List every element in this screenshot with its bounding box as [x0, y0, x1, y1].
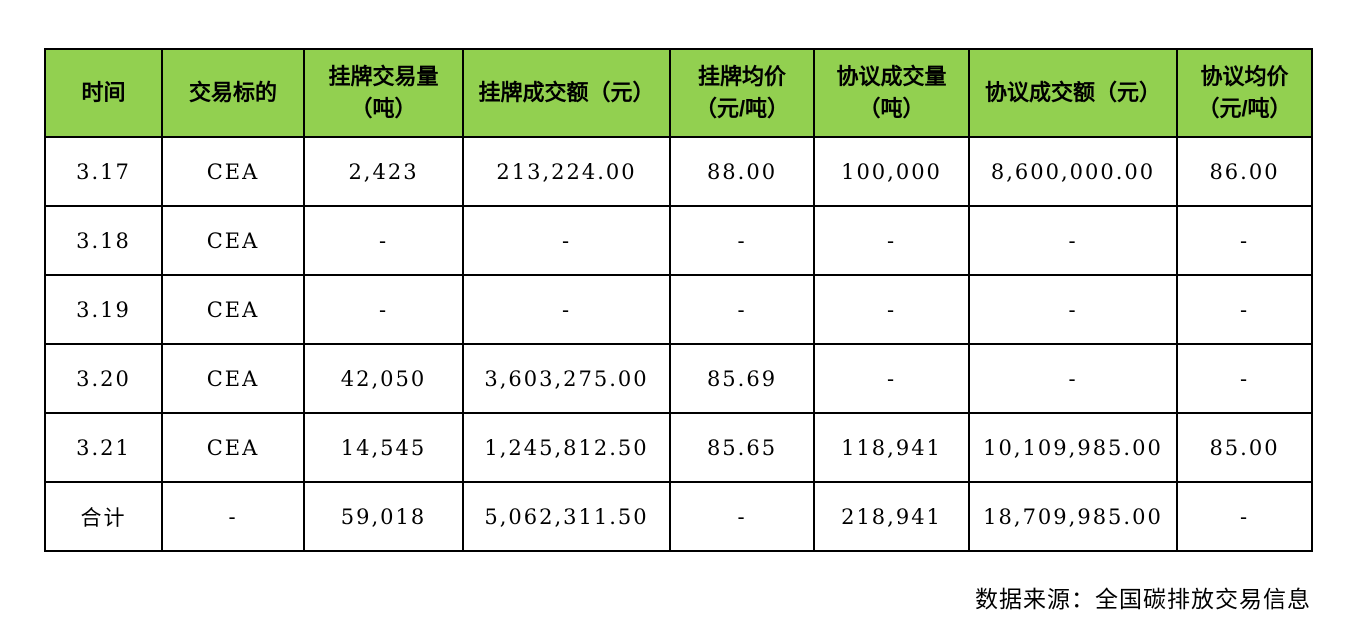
header-row: 时间 交易标的 挂牌交易量 （吨） 挂牌成交额（元） 挂牌均价 （元/吨） 协议…	[44, 48, 1313, 138]
cell-listed-volume: -	[303, 205, 464, 276]
cell-listed-amount: -	[462, 274, 671, 345]
cell-agreement-volume: -	[813, 205, 970, 276]
cell-subject: CEA	[161, 205, 305, 276]
cell-listed-amount: 213,224.00	[462, 136, 671, 207]
cell-agreement-avg-price: -	[1176, 274, 1313, 345]
cell-time: 3.21	[44, 412, 163, 483]
cell-listed-volume: 42,050	[303, 343, 464, 414]
cell-listed-avg-price: -	[669, 205, 815, 276]
cell-agreement-avg-price: 85.00	[1176, 412, 1313, 483]
cell-agreement-volume: 118,941	[813, 412, 970, 483]
cell-listed-amount: -	[462, 205, 671, 276]
cell-agreement-amount: -	[968, 274, 1178, 345]
header-cell-agreement-avg-price: 协议均价 （元/吨）	[1176, 48, 1313, 138]
header-cell-listed-volume: 挂牌交易量 （吨）	[303, 48, 464, 138]
carbon-trading-table: 时间 交易标的 挂牌交易量 （吨） 挂牌成交额（元） 挂牌均价 （元/吨） 协议…	[44, 48, 1313, 552]
table-row: 3.17 CEA 2,423 213,224.00 88.00 100,000 …	[44, 136, 1313, 207]
table-row: 3.19 CEA - - - - - -	[44, 274, 1313, 345]
cell-agreement-volume: -	[813, 343, 970, 414]
cell-agreement-amount: -	[968, 343, 1178, 414]
cell-listed-volume: 59,018	[303, 481, 464, 552]
cell-subject: CEA	[161, 136, 305, 207]
header-cell-agreement-volume: 协议成交量 （吨）	[813, 48, 970, 138]
cell-time: 合计	[44, 481, 163, 552]
cell-subject: CEA	[161, 412, 305, 483]
table-row-total: 合计 - 59,018 5,062,311.50 - 218,941 18,70…	[44, 481, 1313, 552]
header-cell-trading-subject: 交易标的	[161, 48, 305, 138]
header-cell-listed-avg-price: 挂牌均价 （元/吨）	[669, 48, 815, 138]
cell-agreement-amount: 8,600,000.00	[968, 136, 1178, 207]
table-row: 3.18 CEA - - - - - -	[44, 205, 1313, 276]
table-row: 3.21 CEA 14,545 1,245,812.50 85.65 118,9…	[44, 412, 1313, 483]
cell-agreement-avg-price: -	[1176, 205, 1313, 276]
cell-agreement-volume: 100,000	[813, 136, 970, 207]
cell-agreement-volume: 218,941	[813, 481, 970, 552]
cell-listed-avg-price: 85.65	[669, 412, 815, 483]
cell-agreement-amount: 18,709,985.00	[968, 481, 1178, 552]
cell-time: 3.18	[44, 205, 163, 276]
cell-agreement-avg-price: -	[1176, 481, 1313, 552]
cell-listed-volume: -	[303, 274, 464, 345]
cell-listed-amount: 1,245,812.50	[462, 412, 671, 483]
cell-agreement-avg-price: 86.00	[1176, 136, 1313, 207]
cell-listed-amount: 5,062,311.50	[462, 481, 671, 552]
header-cell-agreement-amount: 协议成交额（元）	[968, 48, 1178, 138]
cell-listed-avg-price: -	[669, 481, 815, 552]
cell-subject: -	[161, 481, 305, 552]
cell-time: 3.17	[44, 136, 163, 207]
cell-agreement-volume: -	[813, 274, 970, 345]
cell-agreement-avg-price: -	[1176, 343, 1313, 414]
cell-listed-avg-price: -	[669, 274, 815, 345]
cell-subject: CEA	[161, 343, 305, 414]
cell-agreement-amount: 10,109,985.00	[968, 412, 1178, 483]
cell-listed-volume: 2,423	[303, 136, 464, 207]
source-note: 数据来源：全国碳排放交易信息	[975, 587, 1311, 613]
cell-time: 3.19	[44, 274, 163, 345]
header-cell-time: 时间	[44, 48, 163, 138]
cell-listed-avg-price: 85.69	[669, 343, 815, 414]
cell-subject: CEA	[161, 274, 305, 345]
table-row: 3.20 CEA 42,050 3,603,275.00 85.69 - - -	[44, 343, 1313, 414]
cell-listed-volume: 14,545	[303, 412, 464, 483]
cell-time: 3.20	[44, 343, 163, 414]
cell-listed-avg-price: 88.00	[669, 136, 815, 207]
cell-listed-amount: 3,603,275.00	[462, 343, 671, 414]
cell-agreement-amount: -	[968, 205, 1178, 276]
header-cell-listed-amount: 挂牌成交额（元）	[462, 48, 671, 138]
